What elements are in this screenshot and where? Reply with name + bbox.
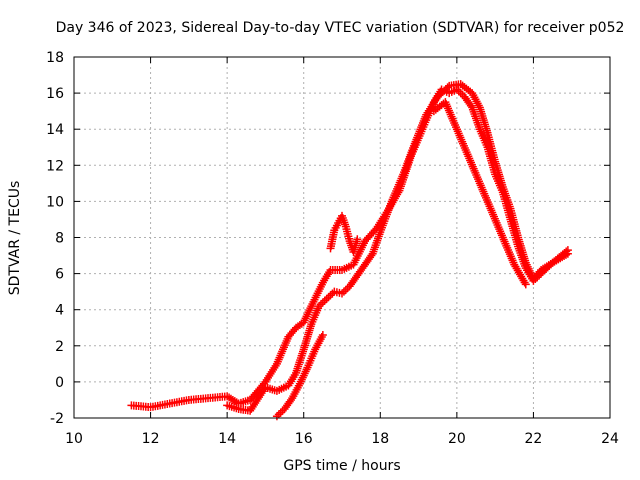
data-point-plus	[324, 293, 333, 302]
data-point-plus	[272, 412, 281, 421]
y-tick-label: 0	[55, 375, 64, 391]
x-tick-label: 18	[371, 431, 389, 447]
data-point-plus	[561, 250, 570, 259]
y-tick-label: 6	[55, 267, 64, 283]
y-tick-label: 4	[55, 303, 64, 319]
data-point-plus	[318, 298, 327, 307]
data-point-plus	[326, 291, 335, 300]
data-point-plus	[274, 410, 283, 419]
x-tick-label: 16	[295, 431, 313, 447]
data-point-plus	[452, 85, 461, 94]
data-point-plus	[456, 89, 465, 98]
x-tick-label: 14	[218, 431, 236, 447]
x-tick-label: 10	[65, 431, 83, 447]
y-axis-label: SDTVAR / TECUs	[7, 181, 23, 296]
x-axis-label: GPS time / hours	[283, 458, 400, 474]
data-point-plus	[341, 285, 350, 294]
grid	[74, 57, 610, 418]
data-point-plus	[315, 302, 324, 311]
data-point-plus	[443, 83, 452, 92]
y-tick-label: 8	[55, 231, 64, 247]
data-points	[127, 80, 572, 421]
y-tick-label: 10	[46, 194, 64, 210]
data-point-plus	[320, 296, 329, 305]
y-tick-label: 18	[46, 50, 64, 66]
data-point-plus	[521, 280, 530, 289]
x-tick-label: 22	[525, 431, 543, 447]
data-point-plus	[563, 249, 572, 258]
x-tick-label: 12	[142, 431, 160, 447]
data-point-plus	[318, 330, 327, 339]
data-point-plus	[328, 289, 337, 298]
y-tick-label: 12	[46, 158, 64, 174]
y-tick-label: -2	[50, 411, 64, 427]
y-tick-label: 2	[55, 339, 64, 355]
data-point-plus	[316, 300, 325, 309]
data-point-plus	[353, 235, 362, 244]
y-tick-label: 14	[46, 122, 64, 138]
y-tick-label: 16	[46, 86, 64, 102]
data-point-plus	[322, 294, 331, 303]
data-point-plus	[276, 408, 285, 417]
x-tick-label: 20	[448, 431, 466, 447]
x-tick-label: 24	[601, 431, 619, 447]
data-point-plus	[338, 289, 346, 298]
chart-title: Day 346 of 2023, Sidereal Day-to-day VTE…	[56, 20, 625, 36]
data-point-plus	[339, 287, 348, 296]
data-point-plus	[454, 87, 463, 96]
